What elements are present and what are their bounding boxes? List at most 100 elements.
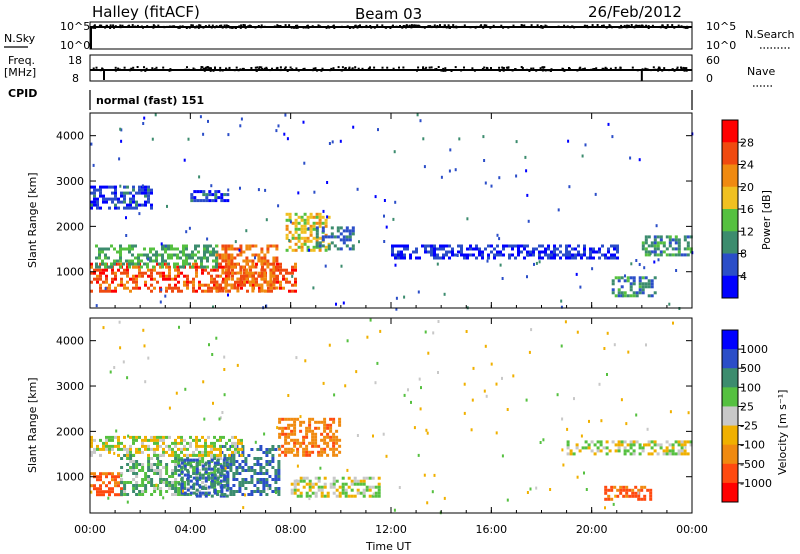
scatter-cell bbox=[210, 184, 213, 188]
data-cell bbox=[288, 212, 292, 216]
colorbar-tick-label: 12 bbox=[740, 225, 754, 238]
nsky-point bbox=[408, 24, 411, 27]
data-cell bbox=[96, 487, 99, 491]
data-cell bbox=[306, 245, 310, 249]
data-cell bbox=[253, 463, 257, 466]
nave-point bbox=[505, 66, 508, 69]
data-cell bbox=[329, 485, 333, 489]
scatter-cell bbox=[420, 386, 422, 390]
data-cell bbox=[216, 482, 220, 486]
data-cell bbox=[499, 250, 502, 254]
data-cell bbox=[119, 250, 122, 254]
data-cell bbox=[294, 277, 297, 281]
data-cell bbox=[641, 241, 645, 245]
data-cell bbox=[365, 485, 369, 489]
data-cell bbox=[332, 417, 336, 421]
data-cell bbox=[255, 262, 258, 266]
data-cell bbox=[320, 432, 324, 436]
scatter-cell bbox=[483, 159, 486, 162]
data-cell bbox=[153, 277, 156, 281]
data-cell bbox=[141, 469, 145, 472]
data-cell bbox=[206, 250, 209, 254]
data-cell bbox=[114, 271, 117, 275]
data-cell bbox=[156, 457, 160, 460]
data-cell bbox=[242, 283, 246, 287]
scatter-cell bbox=[151, 137, 154, 141]
data-cell bbox=[231, 441, 234, 445]
data-cell bbox=[203, 265, 206, 269]
data-cell bbox=[481, 256, 484, 260]
data-cell bbox=[192, 453, 195, 457]
data-cell bbox=[234, 447, 237, 451]
data-cell bbox=[377, 476, 381, 480]
data-cell bbox=[102, 197, 105, 201]
nsky-point bbox=[512, 24, 515, 27]
data-cell bbox=[147, 438, 150, 442]
data-cell bbox=[108, 487, 111, 491]
data-cell bbox=[236, 253, 240, 257]
data-cell bbox=[641, 244, 645, 248]
data-cell bbox=[210, 467, 214, 471]
data-cell bbox=[188, 256, 191, 260]
data-cell bbox=[138, 203, 141, 207]
nsky-point bbox=[414, 24, 417, 27]
data-cell bbox=[499, 253, 502, 257]
data-cell bbox=[239, 283, 243, 287]
data-cell bbox=[132, 438, 135, 442]
data-cell bbox=[412, 250, 415, 254]
data-cell bbox=[350, 494, 354, 498]
data-cell bbox=[680, 253, 684, 257]
data-cell bbox=[218, 262, 222, 266]
nave-point bbox=[683, 67, 686, 70]
data-cell bbox=[245, 277, 249, 281]
data-cell bbox=[613, 247, 616, 251]
data-cell bbox=[126, 453, 129, 457]
data-cell bbox=[236, 286, 240, 290]
data-cell bbox=[259, 469, 263, 472]
data-cell bbox=[230, 253, 234, 257]
data-cell bbox=[147, 194, 150, 198]
data-cell bbox=[223, 478, 227, 481]
data-cell bbox=[165, 450, 168, 454]
data-cell bbox=[281, 417, 285, 421]
data-cell bbox=[141, 493, 145, 496]
data-cell bbox=[236, 277, 240, 281]
data-cell bbox=[159, 493, 163, 496]
data-cell bbox=[223, 445, 227, 448]
data-cell bbox=[155, 259, 158, 263]
data-cell bbox=[180, 461, 184, 465]
data-cell bbox=[185, 256, 188, 260]
data-cell bbox=[224, 256, 228, 260]
data-cell bbox=[219, 450, 222, 454]
data-cell bbox=[147, 274, 150, 278]
nsky-point bbox=[405, 24, 408, 27]
data-cell bbox=[356, 479, 360, 483]
data-cell bbox=[194, 244, 197, 248]
data-cell bbox=[532, 247, 535, 251]
data-cell bbox=[227, 256, 231, 260]
data-cell bbox=[245, 274, 249, 278]
data-cell bbox=[123, 206, 126, 210]
data-cell bbox=[99, 484, 102, 488]
scatter-cell bbox=[159, 300, 162, 304]
data-cell bbox=[236, 247, 240, 251]
data-cell bbox=[323, 429, 327, 433]
nave-point bbox=[193, 68, 196, 71]
data-cell bbox=[162, 453, 165, 457]
data-cell bbox=[266, 259, 270, 263]
data-cell bbox=[138, 484, 142, 487]
power-frame bbox=[89, 112, 693, 309]
data-cell bbox=[174, 277, 177, 281]
data-cell bbox=[211, 193, 215, 197]
data-cell bbox=[189, 475, 193, 478]
scatter-cell bbox=[295, 356, 298, 360]
nave-point bbox=[117, 67, 120, 70]
data-cell bbox=[265, 484, 269, 487]
data-cell bbox=[689, 440, 693, 444]
nsky-point bbox=[211, 24, 214, 27]
data-cell bbox=[341, 488, 345, 492]
data-cell bbox=[272, 271, 276, 275]
data-cell bbox=[99, 277, 102, 281]
data-cell bbox=[260, 259, 264, 263]
data-cell bbox=[469, 244, 472, 248]
